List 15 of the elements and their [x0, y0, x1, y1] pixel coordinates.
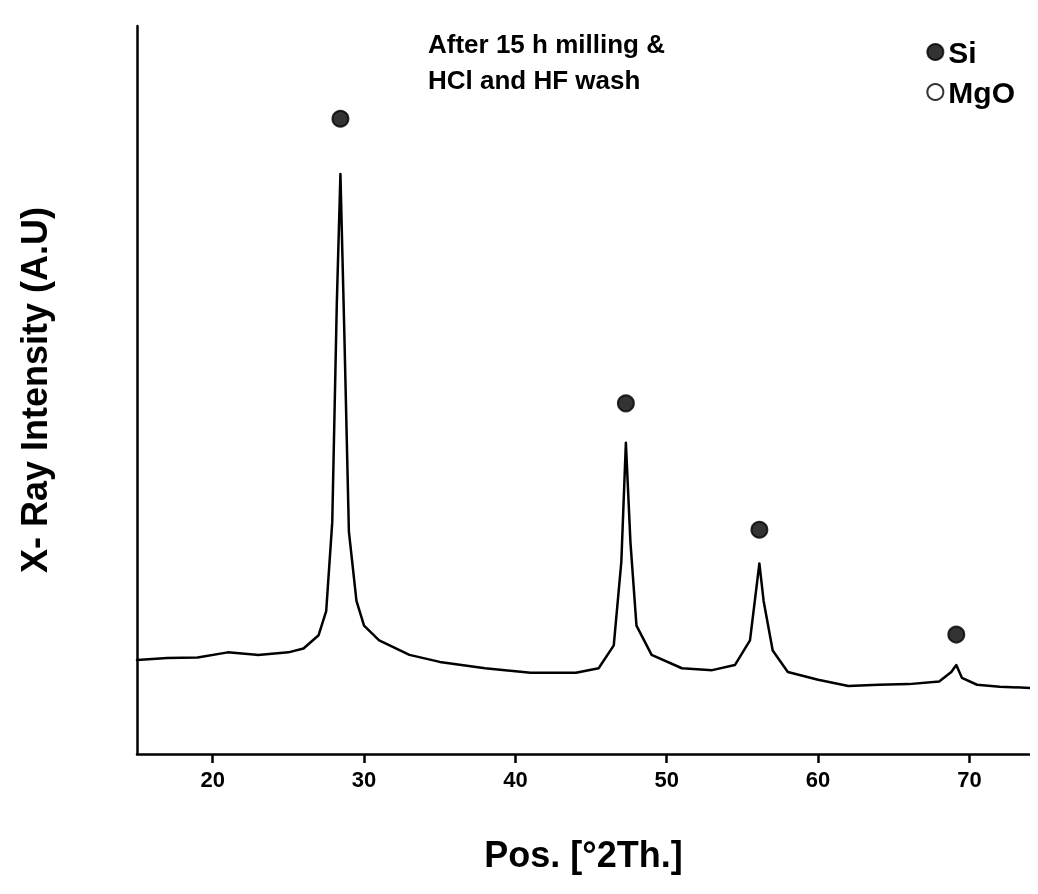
- point: [331, 109, 350, 128]
- x-tick-label: 60: [805, 766, 831, 792]
- x-tick-label: 50: [654, 766, 679, 792]
- y-axis-title: X- Ray Intensity (A.U): [13, 206, 55, 574]
- legend-label: Si: [948, 35, 977, 69]
- x-tick-label: 20: [200, 766, 225, 792]
- point: [616, 394, 635, 413]
- text: After 15 h milling & HCl and HF wash: [428, 29, 665, 95]
- legend-label: MgO: [948, 75, 1016, 109]
- x-axis-title: Pos. [°2Th.]: [484, 833, 683, 875]
- x-tick-label: 70: [957, 766, 982, 792]
- x-tick-label: 40: [503, 766, 528, 792]
- point: [947, 625, 966, 644]
- point: [750, 520, 769, 539]
- x-tick-label: 30: [351, 766, 377, 792]
